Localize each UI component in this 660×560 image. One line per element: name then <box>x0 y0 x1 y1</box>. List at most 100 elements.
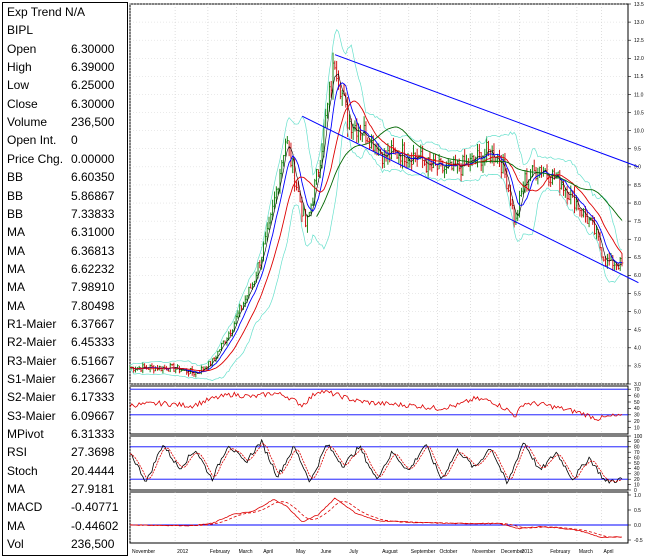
info-value: 6.37667 <box>71 316 115 331</box>
info-value: 6.25000 <box>71 78 115 93</box>
stoch-k-line <box>129 438 623 485</box>
y-tick-label: 12.0 <box>634 56 644 62</box>
info-value: -0.40771 <box>71 500 119 515</box>
info-row: BIPL <box>3 22 127 40</box>
x-tick-label: May <box>296 549 306 555</box>
info-row: Close 6.30000 <box>3 96 127 114</box>
y-tick-label: 40 <box>634 406 640 412</box>
y-tick-label: 20 <box>634 419 640 425</box>
info-row: Vol 236,500 <box>3 536 127 554</box>
info-row: S1-Maier 6.23667 <box>3 371 127 389</box>
info-value: 236,500 <box>71 115 115 130</box>
x-tick-label: October <box>440 549 458 555</box>
info-label: High <box>7 60 32 75</box>
panel-frame-price <box>129 3 629 385</box>
info-row: MA 6.62232 <box>3 261 127 279</box>
x-tick-label: 2012 <box>177 549 188 555</box>
info-label: Open Int. <box>7 133 57 148</box>
info-label: S2-Maier <box>7 390 56 405</box>
info-value: 6.36813 <box>71 243 115 258</box>
y-tick-label: 13.5 <box>634 2 644 8</box>
info-value: 6.51667 <box>71 353 115 368</box>
x-tick-label: April <box>263 549 273 555</box>
info-label: BIPL <box>7 23 34 38</box>
info-value: 6.45333 <box>71 335 115 350</box>
y-tick-label: 30 <box>634 413 640 419</box>
info-value: 6.30000 <box>71 96 115 111</box>
y-tick-label: 5.0 <box>634 309 641 315</box>
y-tick-label: 0.0 <box>634 523 641 529</box>
y-tick-label: 3.0 <box>634 382 641 388</box>
moving-average-line <box>316 126 623 221</box>
stoch-d-line <box>129 443 623 482</box>
x-tick-label: August <box>382 549 398 555</box>
y-tick-label: 10.0 <box>634 128 644 134</box>
y-tick-label: 11.0 <box>634 92 644 98</box>
info-row: MA 6.31000 <box>3 224 127 242</box>
macd-signal-line <box>129 501 622 538</box>
x-tick-label: July <box>349 549 358 555</box>
info-label: Exp Trend N/A <box>7 5 86 19</box>
panel-frame-rsi <box>129 385 629 435</box>
info-label: MA <box>7 482 25 497</box>
x-tick-label: February <box>550 549 571 555</box>
info-value: 7.33833 <box>71 206 115 221</box>
info-value: 6.17333 <box>71 390 115 405</box>
y-tick-label: 30 <box>634 472 640 478</box>
info-label: BB <box>7 188 24 203</box>
y-tick-label: 50 <box>634 400 640 406</box>
info-row: Volume 236,500 <box>3 114 127 132</box>
x-tick-label: June <box>321 549 332 555</box>
info-row: Open Int. 0 <box>3 132 127 150</box>
y-tick-label: 50 <box>634 461 640 467</box>
info-label: R1-Maier <box>7 316 57 331</box>
rsi-line <box>129 389 623 421</box>
info-label: MA <box>7 280 25 295</box>
info-row: Low 6.25000 <box>3 77 127 95</box>
info-label: BB <box>7 170 24 185</box>
info-row: R2-Maier 6.45333 <box>3 334 127 352</box>
y-tick-label: 0 <box>634 488 637 494</box>
info-row: Price Chg. 0.00000 <box>3 151 127 169</box>
x-tick-label: September <box>411 549 436 555</box>
info-label: MA <box>7 225 25 240</box>
y-tick-label: 60 <box>634 455 640 461</box>
info-row: MA -0.44602 <box>3 518 127 536</box>
info-value: 0.00000 <box>71 151 115 166</box>
info-label: RSI <box>7 445 28 460</box>
y-tick-label: 7.0 <box>634 237 641 243</box>
trend-channel-upper-line <box>334 54 639 168</box>
info-value: 6.31000 <box>71 225 115 240</box>
y-tick-label: 9.5 <box>634 147 641 153</box>
info-value: 27.9181 <box>71 482 115 497</box>
y-tick-label: 10 <box>634 482 640 488</box>
info-row: MPivot 6.31333 <box>3 426 127 444</box>
info-label: S1-Maier <box>7 372 56 386</box>
info-row: Stoch 20.4444 <box>3 463 127 481</box>
x-tick-label: April <box>604 549 614 555</box>
info-value: 6.09667 <box>71 408 115 423</box>
info-row: MA 7.98910 <box>3 279 127 297</box>
y-tick-label: 40 <box>634 466 640 472</box>
y-tick-label: 10.5 <box>634 110 644 116</box>
info-row: R1-Maier 6.37667 <box>3 316 127 334</box>
info-value: 6.39000 <box>71 60 115 75</box>
y-tick-label: 13.0 <box>634 20 644 26</box>
moving-average-line <box>129 82 623 374</box>
info-row: MA 7.80498 <box>3 298 127 316</box>
y-tick-label: 5.5 <box>634 291 641 297</box>
info-label: Vol <box>7 537 24 552</box>
y-tick-label: 9.0 <box>634 165 641 171</box>
info-row: Exp Trend N/A <box>3 4 127 22</box>
x-tick-label: March <box>239 549 253 555</box>
info-value: 20.4444 <box>71 463 115 478</box>
info-value: -0.44602 <box>71 518 119 533</box>
info-row: RSI 27.3698 <box>3 444 127 462</box>
info-label: Close <box>7 96 38 111</box>
info-label: MA <box>7 243 25 258</box>
y-tick-label: 20 <box>634 477 640 483</box>
x-tick-label: November <box>472 549 495 555</box>
info-label: R2-Maier <box>7 335 57 350</box>
y-tick-label: 0.5 <box>634 508 641 514</box>
